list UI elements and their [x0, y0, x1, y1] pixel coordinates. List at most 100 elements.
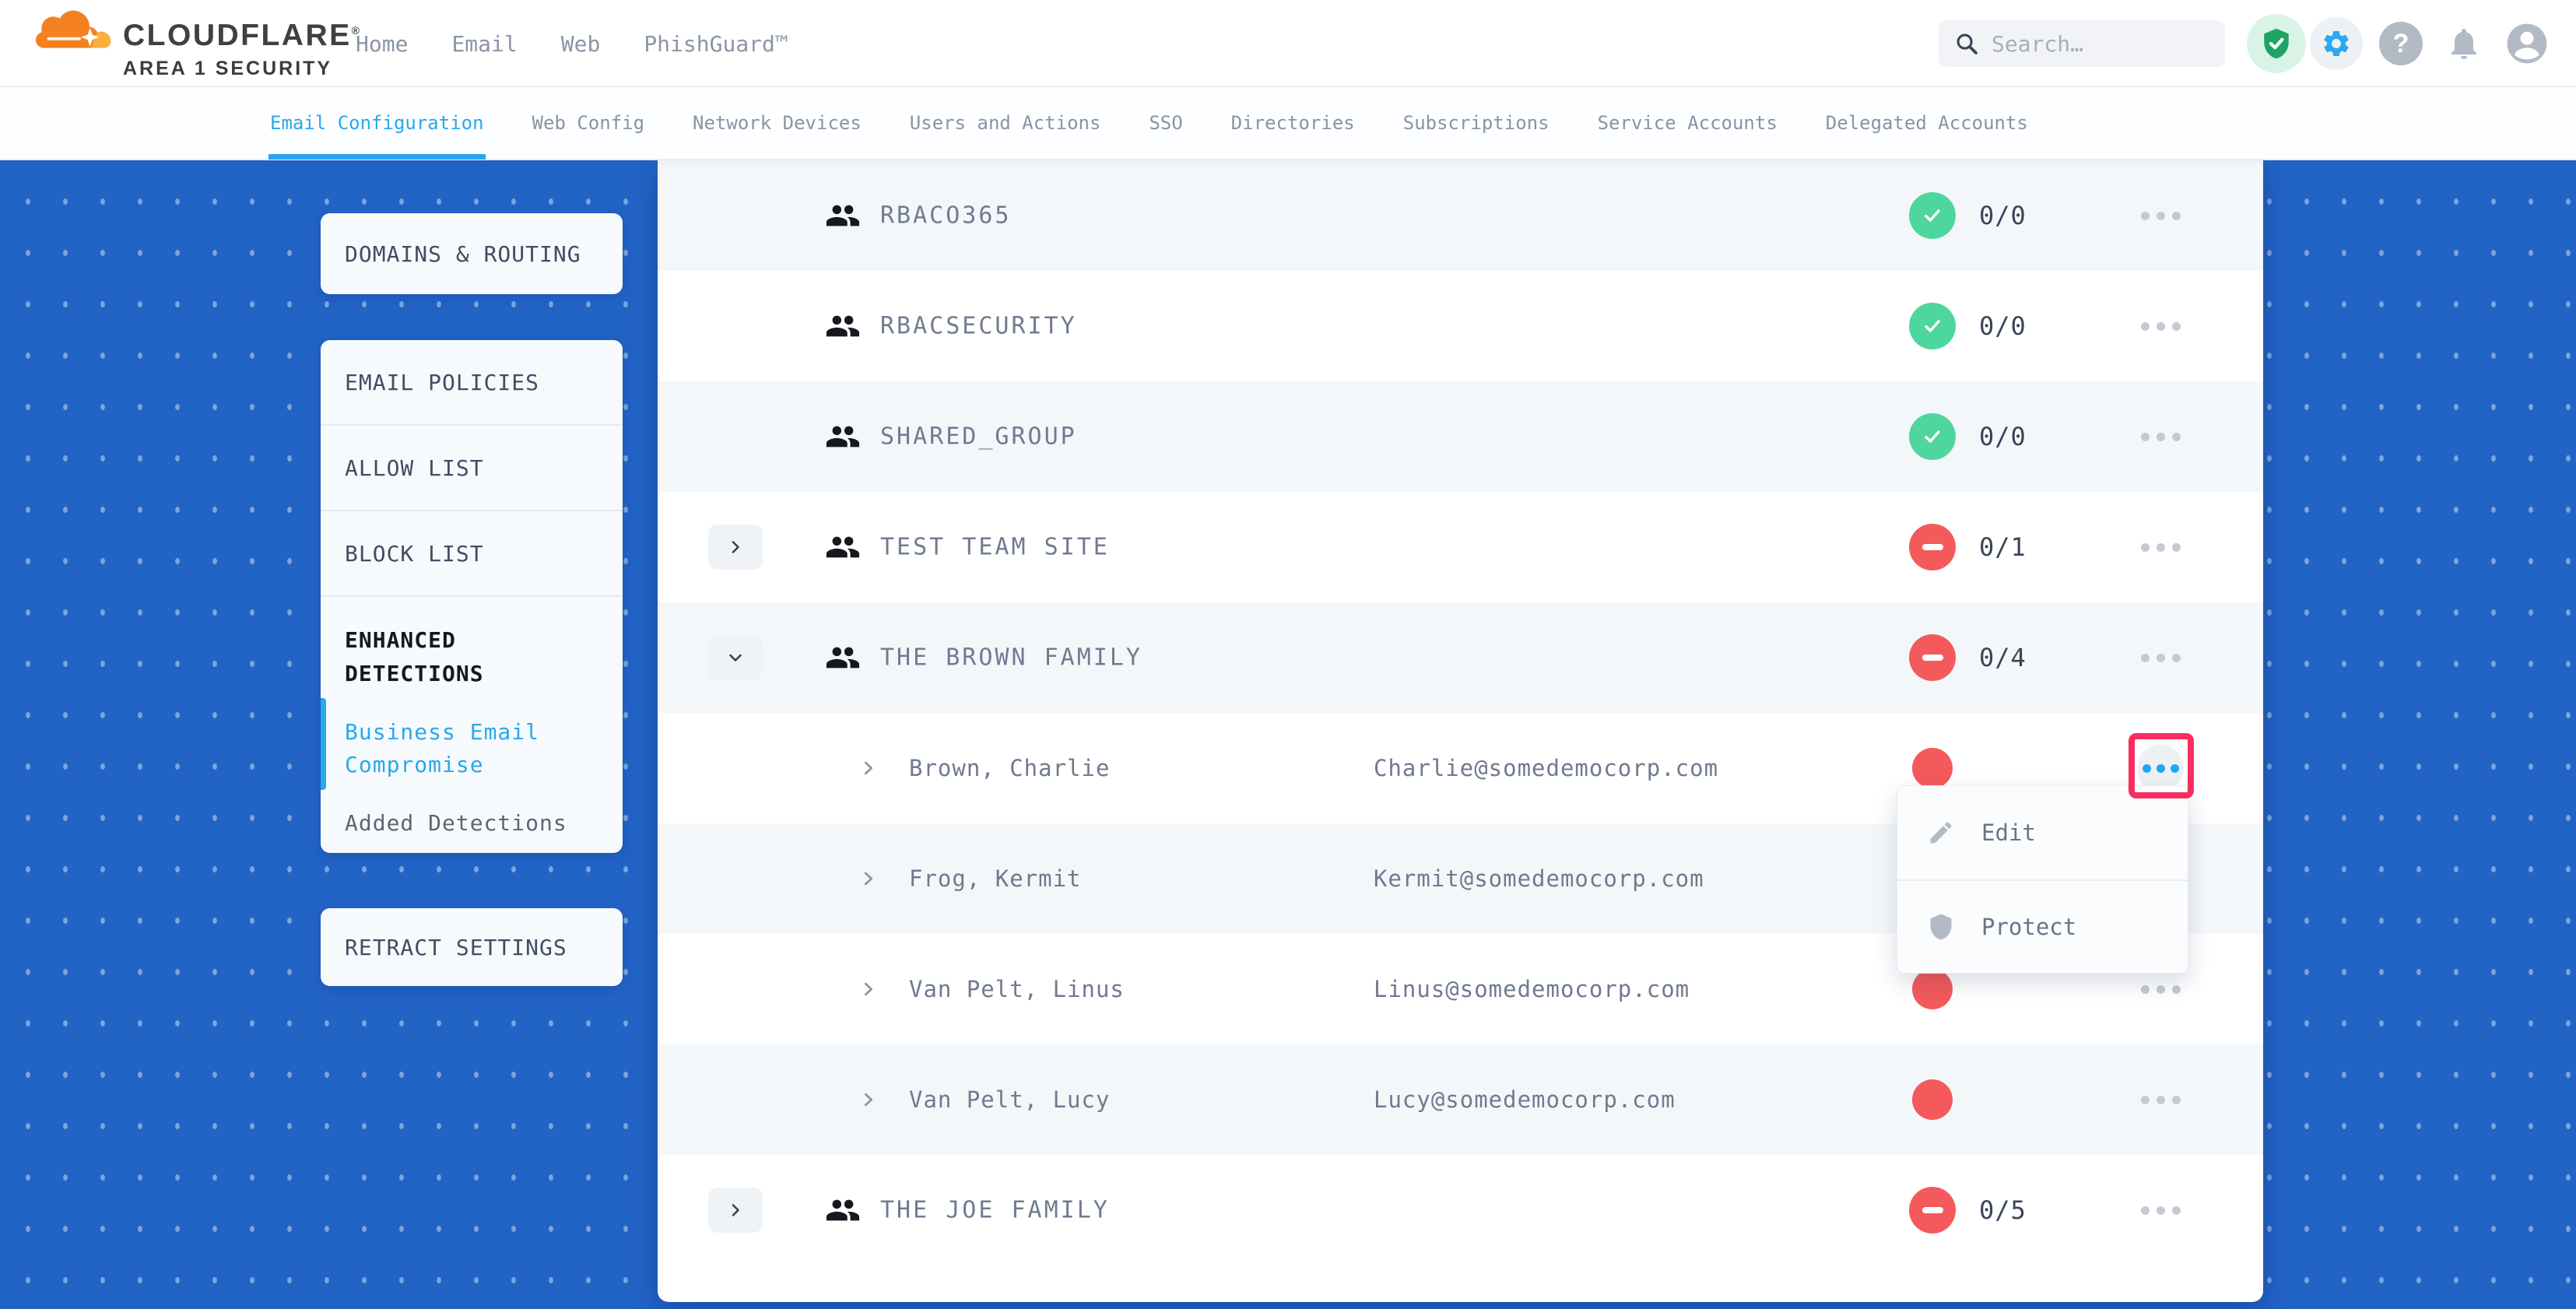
sidebar-item-allow-list[interactable]: ALLOW LIST	[321, 426, 623, 511]
row-actions-button[interactable]	[2133, 630, 2188, 685]
top-nav: Home Email Web PhishGuard™	[356, 0, 788, 87]
menu-item-label: Edit	[1981, 819, 2036, 846]
table-row-group: RBACSECURITY 0/0	[658, 271, 2263, 381]
row-actions-button[interactable]	[2133, 409, 2188, 464]
member-name: Van Pelt, Lucy	[909, 1086, 1111, 1113]
tab-email-configuration[interactable]: Email Configuration	[268, 86, 486, 160]
sidebar-label: EMAIL POLICIES	[345, 369, 540, 395]
member-email: Lucy@somedemocorp.com	[1374, 1086, 1676, 1113]
member-email: Kermit@somedemocorp.com	[1374, 865, 1704, 892]
chevron-down-icon	[729, 654, 742, 662]
row-actions-button[interactable]	[2133, 520, 2188, 574]
shield-icon	[1930, 914, 1952, 940]
group-icon	[825, 1192, 861, 1228]
nav-home[interactable]: Home	[356, 30, 409, 57]
bell-icon	[2451, 29, 2476, 59]
question-circle-icon: ?	[2379, 22, 2423, 65]
group-name: RBACSECURITY	[880, 312, 1077, 340]
group-icon	[825, 308, 861, 344]
tab-directories[interactable]: Directories	[1231, 86, 1355, 160]
row-actions-button[interactable]	[2133, 299, 2188, 353]
row-actions-button[interactable]	[2133, 1183, 2188, 1237]
account-button[interactable]	[2504, 21, 2550, 66]
member-email: Charlie@somedemocorp.com	[1374, 755, 1719, 781]
sidebar-item-retract-settings[interactable]: RETRACT SETTINGS	[321, 908, 623, 986]
tab-users-and-actions[interactable]: Users and Actions	[910, 86, 1101, 160]
group-icon	[825, 198, 861, 233]
group-icon	[825, 529, 861, 565]
nav-phishguard[interactable]: PhishGuard™	[644, 30, 788, 57]
table-row-group: RBACO365 0/0	[658, 160, 2263, 271]
row-actions-button[interactable]	[2133, 962, 2188, 1016]
group-icon	[825, 419, 861, 454]
sidebar-item-email-policies[interactable]: EMAIL POLICIES	[321, 340, 623, 426]
tab-delegated-accounts[interactable]: Delegated Accounts	[1826, 86, 2028, 160]
search-box	[1939, 20, 2225, 67]
status-allowed-icon	[1909, 303, 1956, 349]
nav-web[interactable]: Web	[560, 30, 601, 57]
directory-table: RBACO365 0/0 RBACSECURITY 0/0	[658, 160, 2263, 1302]
search-input[interactable]	[1992, 30, 2216, 57]
tab-sso[interactable]: SSO	[1149, 86, 1182, 160]
expand-row-button[interactable]	[708, 1188, 763, 1233]
tab-network-devices[interactable]: Network Devices	[693, 86, 862, 160]
member-email: Linus@somedemocorp.com	[1374, 976, 1690, 1002]
sidebar-item-added-detections[interactable]: Added Detections	[345, 810, 567, 836]
protection-count: 0/0	[1979, 311, 2027, 341]
tab-subscriptions[interactable]: Subscriptions	[1403, 86, 1549, 160]
row-actions-button[interactable]	[2133, 1072, 2188, 1127]
protection-status-button[interactable]	[2247, 14, 2306, 73]
highlight-ring	[2129, 733, 2194, 798]
help-button[interactable]: ?	[2379, 22, 2423, 65]
member-name: Brown, Charlie	[909, 755, 1111, 781]
magnifier-icon	[1957, 33, 1978, 54]
expand-row-button[interactable]	[708, 525, 763, 570]
sidebar-item-business-email-compromise[interactable]: Business Email Compromise	[345, 719, 540, 777]
table-row-member: Van Pelt, Lucy Lucy@somedemocorp.com	[658, 1044, 2263, 1155]
sidebar-label: DOMAINS & ROUTING	[345, 240, 581, 267]
status-blocked-icon	[1909, 634, 1956, 681]
cloudflare-cloud-icon	[35, 10, 111, 48]
subnav: Email Configuration Web Config Network D…	[0, 87, 2576, 160]
protection-count: 0/0	[1979, 422, 2027, 451]
sidebar-policies-card: EMAIL POLICIES ALLOW LIST BLOCK LIST ENH…	[321, 340, 623, 853]
protection-count: 0/1	[1979, 532, 2027, 562]
table-row-group: THE BROWN FAMILY 0/4	[658, 602, 2263, 713]
notifications-button[interactable]	[2445, 25, 2483, 62]
chevron-right-icon	[858, 979, 879, 999]
status-allowed-icon	[1909, 413, 1956, 460]
status-flagged-dot	[1912, 1079, 1953, 1120]
active-item-indicator	[321, 698, 326, 790]
tab-web-config[interactable]: Web Config	[532, 86, 645, 160]
sidebar-label: ALLOW LIST	[345, 454, 484, 481]
sidebar-item-block-list[interactable]: BLOCK LIST	[321, 511, 623, 597]
nav-email[interactable]: Email	[451, 30, 518, 57]
menu-item-edit[interactable]: Edit	[1897, 786, 2188, 879]
cloudflare-logo[interactable]: CLOUDFLARE® AREA 1 SECURITY	[33, 8, 469, 79]
chevron-right-icon	[732, 1204, 739, 1216]
status-allowed-icon	[1909, 192, 1956, 239]
menu-item-protect[interactable]: Protect	[1897, 879, 2188, 973]
collapse-row-button[interactable]	[708, 635, 763, 680]
group-name: RBACO365	[880, 202, 1012, 230]
protection-count: 0/0	[1979, 201, 2027, 230]
gear-icon	[2310, 17, 2363, 70]
row-actions-button[interactable]	[2133, 188, 2188, 243]
group-name: THE BROWN FAMILY	[880, 644, 1142, 672]
row-actions-button-active[interactable]	[2137, 745, 2184, 791]
menu-item-label: Protect	[1981, 914, 2077, 940]
sidebar-item-domains-routing[interactable]: DOMAINS & ROUTING	[321, 213, 623, 294]
enhanced-detections-heading: ENHANCED DETECTIONS	[345, 627, 484, 686]
table-row-group: SHARED_GROUP 0/0	[658, 381, 2263, 492]
member-name: Frog, Kermit	[909, 865, 1082, 892]
protection-count: 0/5	[1979, 1195, 2027, 1225]
row-actions-menu: Edit Protect	[1897, 785, 2188, 974]
brand-name: CLOUDFLARE®	[123, 19, 362, 52]
shield-check-icon	[2247, 14, 2306, 73]
group-icon	[825, 640, 861, 676]
protection-count: 0/4	[1979, 643, 2027, 672]
tab-service-accounts[interactable]: Service Accounts	[1598, 86, 1778, 160]
table-row-group: TEST TEAM SITE 0/1	[658, 492, 2263, 602]
settings-button[interactable]	[2310, 17, 2363, 70]
